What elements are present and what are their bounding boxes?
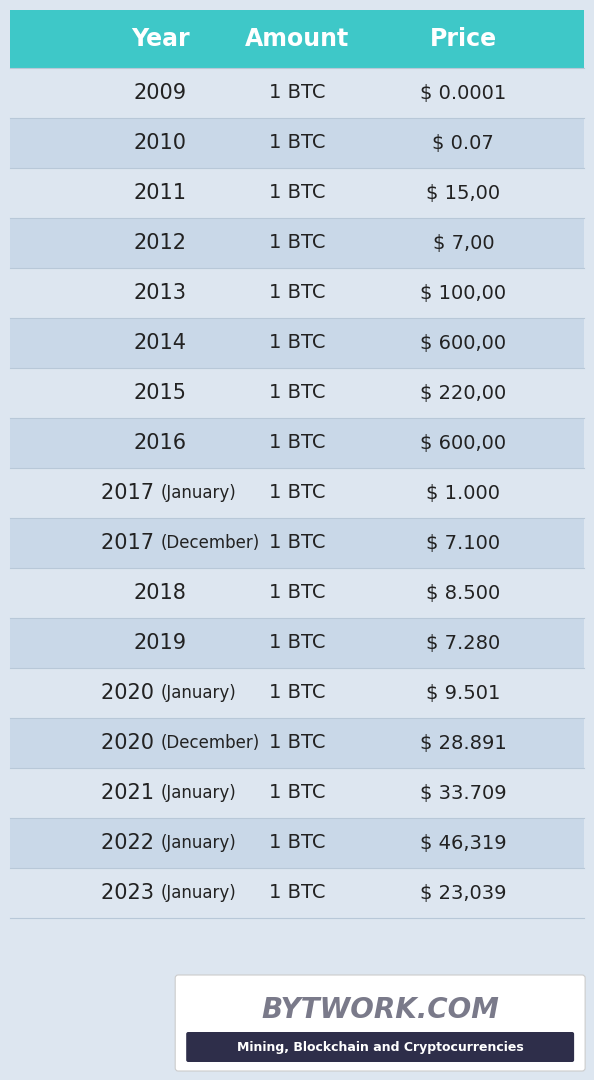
Text: 2012: 2012 [134, 233, 187, 253]
Bar [10, 818, 584, 868]
Text: 1 BTC: 1 BTC [268, 583, 326, 603]
Text: 1 BTC: 1 BTC [268, 334, 326, 352]
Text: (January): (January) [160, 784, 236, 802]
Text: 1 BTC: 1 BTC [268, 684, 326, 702]
Text: 2016: 2016 [134, 433, 187, 453]
Text: 2022: 2022 [101, 833, 160, 853]
Bar [10, 468, 584, 518]
Text: 1 BTC: 1 BTC [268, 834, 326, 852]
Text: 2014: 2014 [134, 333, 187, 353]
Text: 1 BTC: 1 BTC [268, 783, 326, 802]
Text: 2021: 2021 [101, 783, 160, 804]
Text: $ 100,00: $ 100,00 [421, 283, 506, 302]
Text: Year: Year [131, 27, 189, 51]
Text: Amount: Amount [245, 27, 349, 51]
Text: $ 28.891: $ 28.891 [420, 733, 507, 753]
Text: 1 BTC: 1 BTC [268, 634, 326, 652]
Bar [10, 368, 584, 418]
Text: $ 600,00: $ 600,00 [421, 334, 506, 352]
Text: $ 0.07: $ 0.07 [432, 134, 494, 152]
Text: 1 BTC: 1 BTC [268, 233, 326, 253]
Text: 2010: 2010 [134, 133, 187, 153]
Bar [10, 718, 584, 768]
Text: $ 600,00: $ 600,00 [421, 433, 506, 453]
Text: $ 220,00: $ 220,00 [420, 383, 507, 403]
Text: 2015: 2015 [134, 383, 187, 403]
Text: $ 33.709: $ 33.709 [420, 783, 507, 802]
Text: (December): (December) [160, 734, 260, 752]
Bar [10, 418, 584, 468]
Text: 2011: 2011 [134, 183, 187, 203]
Bar [10, 268, 584, 318]
Bar [10, 68, 584, 118]
Text: (January): (January) [160, 684, 236, 702]
Text: $ 7.100: $ 7.100 [426, 534, 500, 553]
Bar [10, 868, 584, 918]
Bar [10, 618, 584, 669]
Text: BYTWORK.COM: BYTWORK.COM [261, 996, 499, 1024]
Text: 2017: 2017 [101, 534, 160, 553]
Text: 2013: 2013 [134, 283, 187, 303]
Bar [10, 568, 584, 618]
Text: 1 BTC: 1 BTC [268, 534, 326, 553]
Text: (January): (January) [160, 834, 236, 852]
Bar [10, 168, 584, 218]
Text: (January): (January) [160, 885, 236, 902]
Text: 2009: 2009 [134, 83, 187, 103]
Text: 1 BTC: 1 BTC [268, 283, 326, 302]
Text: 2023: 2023 [101, 883, 160, 903]
Text: $ 1.000: $ 1.000 [426, 484, 500, 502]
Bar [10, 669, 584, 718]
Text: 1 BTC: 1 BTC [268, 383, 326, 403]
Bar [10, 218, 584, 268]
Text: 2020: 2020 [101, 683, 160, 703]
Bar [10, 768, 584, 818]
Text: 1 BTC: 1 BTC [268, 733, 326, 753]
Text: $ 23,039: $ 23,039 [420, 883, 507, 903]
Text: 2019: 2019 [134, 633, 187, 653]
Text: $ 0.0001: $ 0.0001 [420, 83, 507, 103]
Text: 1 BTC: 1 BTC [268, 134, 326, 152]
Text: $ 8.500: $ 8.500 [426, 583, 500, 603]
FancyBboxPatch shape [175, 975, 585, 1071]
Bar [10, 518, 584, 568]
Text: $ 7.280: $ 7.280 [426, 634, 500, 652]
Text: (December): (December) [160, 534, 260, 552]
Text: 2020: 2020 [101, 733, 160, 753]
Bar [10, 118, 584, 168]
Text: 1 BTC: 1 BTC [268, 484, 326, 502]
Text: (January): (January) [160, 484, 236, 502]
Text: $ 9.501: $ 9.501 [426, 684, 501, 702]
Text: 2017: 2017 [101, 483, 160, 503]
Text: 1 BTC: 1 BTC [268, 184, 326, 203]
FancyBboxPatch shape [186, 1032, 574, 1062]
Text: 1 BTC: 1 BTC [268, 433, 326, 453]
Text: Mining, Blockchain and Cryptocurrencies: Mining, Blockchain and Cryptocurrencies [237, 1040, 523, 1053]
Text: Price: Price [429, 27, 497, 51]
Text: $ 7,00: $ 7,00 [432, 233, 494, 253]
Text: 2018: 2018 [134, 583, 187, 603]
Text: 1 BTC: 1 BTC [268, 83, 326, 103]
Text: $ 46,319: $ 46,319 [420, 834, 507, 852]
Bar [10, 318, 584, 368]
Bar [10, 10, 584, 68]
Text: $ 15,00: $ 15,00 [426, 184, 500, 203]
Text: 1 BTC: 1 BTC [268, 883, 326, 903]
